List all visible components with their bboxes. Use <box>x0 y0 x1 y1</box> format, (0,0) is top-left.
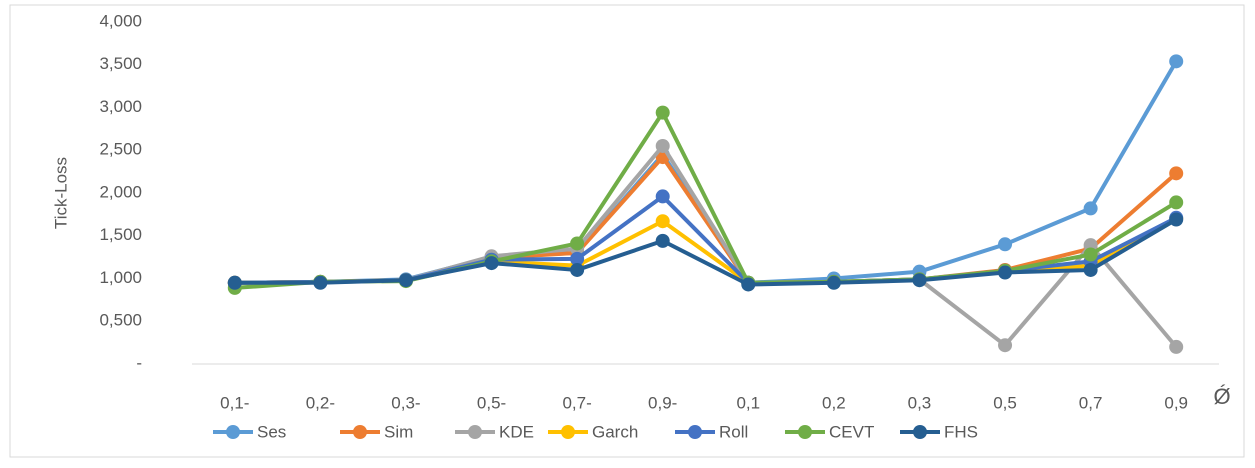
point <box>1083 262 1098 277</box>
legend-marker <box>561 425 575 439</box>
x-tick-label: 0,1 <box>736 393 760 412</box>
point <box>655 233 670 248</box>
point <box>1169 166 1184 181</box>
x-tick-label: 0,3 <box>908 393 932 412</box>
x-tick-label: 0,3- <box>391 393 420 412</box>
y-tick-label: - <box>136 353 142 372</box>
point <box>655 189 670 204</box>
point <box>1169 212 1184 227</box>
y-tick-label: 0,500 <box>99 311 142 330</box>
series-line <box>234 217 1178 287</box>
x-tick-label: 0,5- <box>477 393 506 412</box>
x-tick-label: 0,7 <box>1079 393 1103 412</box>
x-tick-label: 0,2- <box>306 393 335 412</box>
legend-label: FHS <box>944 422 978 441</box>
point <box>570 236 585 251</box>
legend-marker <box>913 425 927 439</box>
point <box>1083 247 1098 262</box>
y-tick-label: 1,000 <box>99 268 142 287</box>
legend-marker <box>226 425 240 439</box>
point <box>826 275 841 290</box>
point <box>1169 339 1184 354</box>
x-axis-label: Ǿ <box>1213 384 1230 409</box>
point <box>998 265 1013 280</box>
point <box>998 338 1013 353</box>
point <box>912 273 927 288</box>
point <box>655 214 670 229</box>
point <box>1083 201 1098 216</box>
legend-marker <box>688 425 702 439</box>
x-tick-label: 0,5 <box>993 393 1017 412</box>
y-tick-label: 4,000 <box>99 11 142 30</box>
legend-label: Roll <box>719 422 748 441</box>
point <box>741 277 756 292</box>
point <box>398 273 413 288</box>
legend-label: Ses <box>257 422 286 441</box>
legend-label: Garch <box>592 422 638 441</box>
legend-label: Sim <box>384 422 413 441</box>
x-tick-label: 0,1- <box>220 393 249 412</box>
point <box>998 237 1013 252</box>
y-tick-label: 2,000 <box>99 182 142 201</box>
legend-marker <box>353 425 367 439</box>
point <box>484 256 499 271</box>
point <box>570 262 585 277</box>
y-tick-label: 3,500 <box>99 54 142 73</box>
x-tick-label: 0,9 <box>1164 393 1188 412</box>
chart-border <box>9 4 1245 458</box>
y-tick-label: 2,500 <box>99 140 142 159</box>
x-tick-label: 0,7- <box>562 393 591 412</box>
point <box>1169 54 1184 69</box>
legend-marker <box>798 425 812 439</box>
x-tick-label: 0,9- <box>648 393 677 412</box>
y-tick-label: 1,500 <box>99 225 142 244</box>
y-tick-label: 3,000 <box>99 97 142 116</box>
point <box>655 105 670 120</box>
point <box>1169 195 1184 210</box>
point <box>655 138 670 153</box>
point <box>227 275 242 290</box>
point <box>570 251 585 266</box>
y-axis-label: Tick-Loss <box>51 157 70 229</box>
point <box>313 275 328 290</box>
x-tick-label: 0,2 <box>822 393 846 412</box>
legend-label: CEVT <box>829 422 874 441</box>
legend-label: KDE <box>499 422 534 441</box>
legend-marker <box>468 425 482 439</box>
